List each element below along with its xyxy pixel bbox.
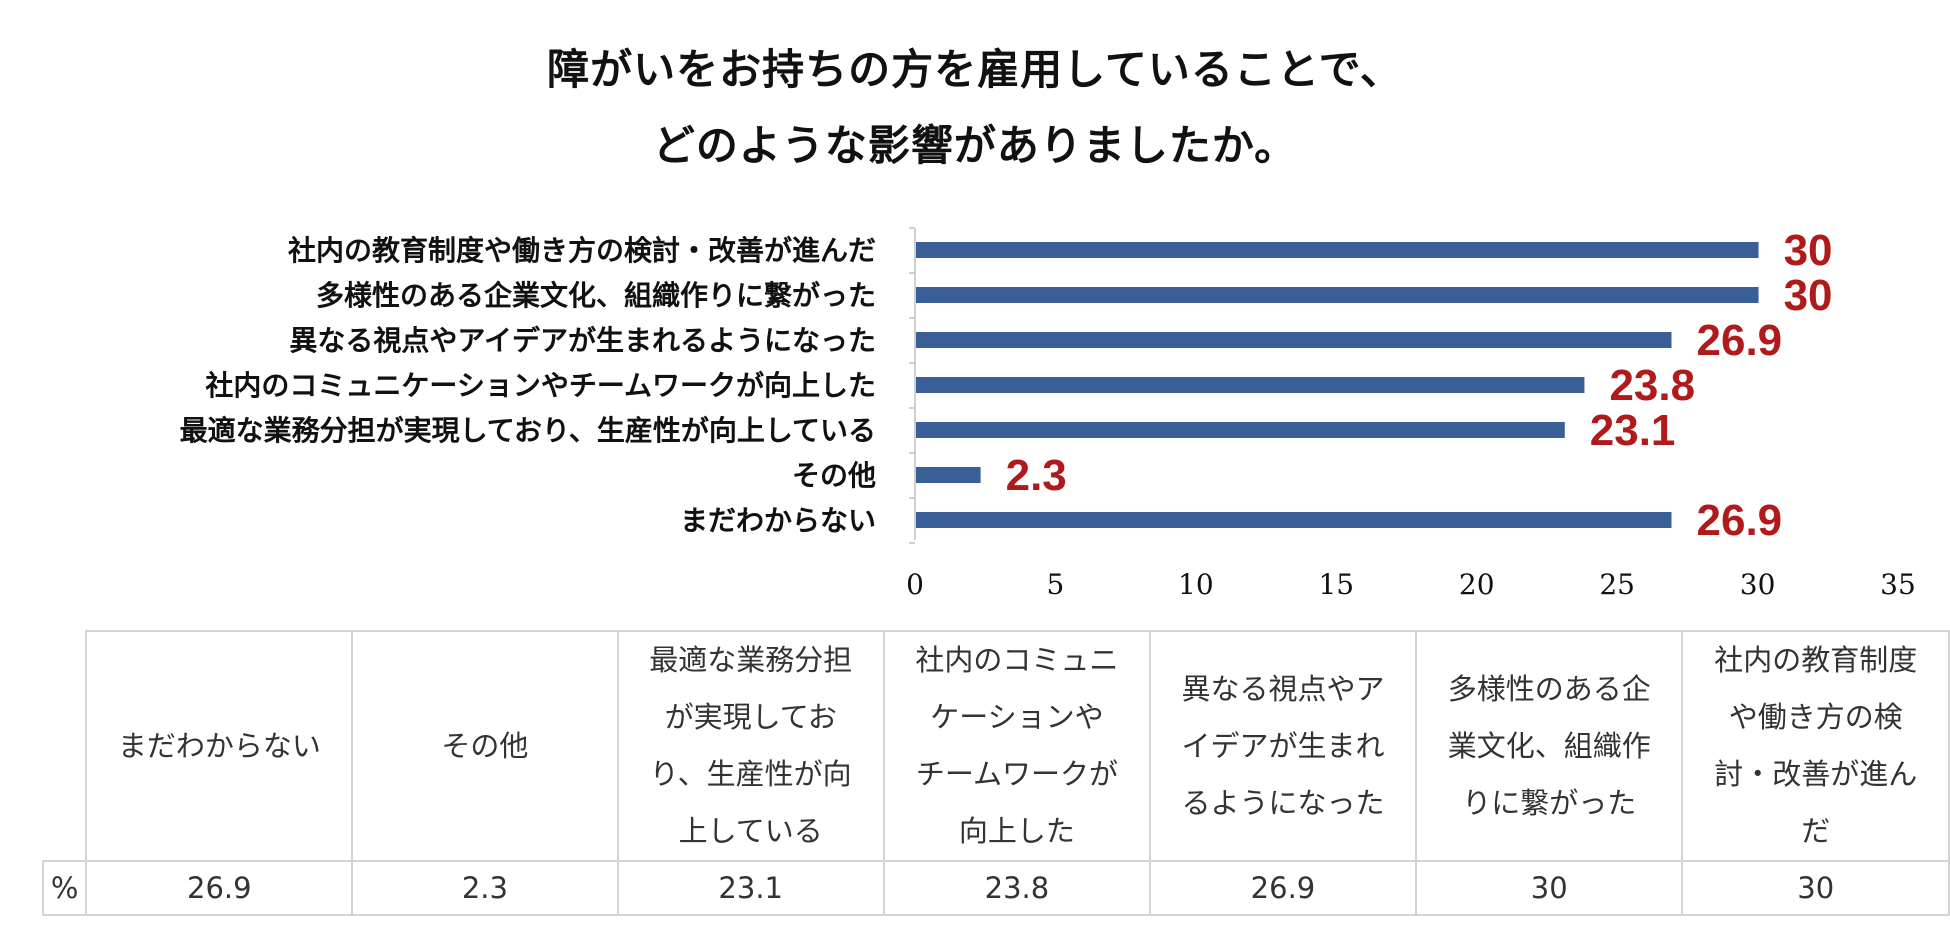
chart-title-line-1: 障がいをお持ちの方を雇用していることで、 (547, 45, 1403, 94)
x-tick-label: 5 (1047, 568, 1065, 601)
table-header-line: 業文化、組織作 (1447, 728, 1651, 763)
table-corner (43, 631, 88, 862)
table-header-line: その他 (441, 728, 529, 763)
category-label: その他 (792, 459, 876, 492)
table-value-cell: 30 (1681, 860, 1950, 916)
value-label: 26.9 (1697, 316, 1783, 365)
table-header-cell: まだわからない (85, 630, 354, 862)
x-tick-label: 20 (1459, 568, 1495, 601)
table-value-cell: 23.8 (882, 860, 1151, 916)
table-value-cell: 30 (1414, 860, 1684, 916)
bar (916, 467, 981, 483)
data-table: まだわからない その他 最適な業務分担 が実現してお り、生産性が向 上している 社内のコミ… (41, 630, 1950, 916)
table-header-line: ケーションや (930, 700, 1104, 734)
table-header-line: るようになった (1181, 785, 1385, 820)
x-tick-label: 35 (1880, 568, 1916, 601)
table-header-cell: 異なる視点やア イデアが生まれ るようになった (1148, 630, 1417, 862)
table-header-line: 多様性のある企 (1447, 671, 1651, 706)
bar (916, 242, 1759, 258)
category-label: 社内の教育制度や働き方の検討・改善が進んだ (288, 234, 876, 267)
table-header-line: イデアが生まれ (1181, 728, 1385, 763)
x-tick-label: 10 (1178, 568, 1214, 601)
bar (916, 332, 1672, 348)
table-header-line: 社内の教育制度 (1714, 643, 1918, 677)
bar (916, 512, 1672, 528)
table-value-cell: 23.1 (616, 860, 885, 916)
table-header-line: や働き方の検 (1728, 700, 1903, 734)
table-header-line: りに繋がった (1462, 785, 1637, 820)
table-header-row: まだわからない その他 最適な業務分担 が実現してお り、生産性が向 上している 社内のコミ… (43, 630, 1950, 862)
category-label: 異なる視点やアイデアが生まれるようになった (289, 324, 876, 357)
table-header-cell: 最適な業務分担 が実現してお り、生産性が向 上している (616, 630, 885, 862)
table-header-line: 討・改善が進ん (1714, 757, 1918, 791)
bar-chart: 社内の教育制度や働き方の検討・改善が進んだ 30 多様性のある企業文化、組織作りに繋… (180, 226, 1916, 601)
value-label: 30 (1784, 271, 1833, 320)
category-label: まだわからない (680, 504, 876, 537)
category-label: 多様性のある企業文化、組織作りに繋がった (316, 279, 876, 312)
chart-title-line-2: どのような影響がありましたか。 (652, 121, 1298, 170)
table-header-cell: 多様性のある企 業文化、組織作 りに繋がった (1414, 630, 1684, 862)
x-tick-label: 0 (906, 568, 924, 601)
table-header-cell: 社内の教育制度 や働き方の検 討・改善が進んだ (1681, 630, 1950, 862)
table-header-line: 上している (678, 814, 823, 848)
table-header-line: まだわからない (117, 728, 321, 763)
table-header-line: り、生産性が向 (649, 757, 852, 791)
value-label: 30 (1784, 226, 1833, 275)
table-header-line: が実現してお (664, 700, 837, 734)
table-header-cell: 社内のコミュニ ケーションや チームワークが 向上した (882, 630, 1151, 862)
table-header-line: だ (1801, 814, 1831, 848)
value-label: 23.1 (1590, 406, 1676, 455)
bar (916, 377, 1585, 393)
table-row-label: % (41, 861, 88, 916)
table-header-line: 社内のコミュニ (915, 643, 1119, 677)
value-label: 2.3 (1006, 451, 1067, 500)
value-label: 23.8 (1609, 361, 1695, 410)
table-value-cell: 26.9 (85, 860, 354, 916)
value-label: 26.9 (1697, 496, 1783, 545)
category-label: 社内のコミュニケーションやチームワークが向上した (205, 369, 876, 402)
x-tick-label: 25 (1599, 568, 1635, 601)
category-label: 最適な業務分担が実現しており、生産性が向上している (180, 414, 876, 447)
bar (916, 422, 1565, 438)
table-header-line: 向上した (958, 814, 1075, 848)
table-value-cell: 2.3 (351, 860, 619, 916)
table-value-row: % 26.9 2.3 23.1 23.8 26.9 30 30 (41, 860, 1950, 916)
bar (916, 287, 1759, 303)
x-tick-label: 15 (1318, 568, 1354, 601)
x-tick-label: 30 (1740, 568, 1776, 601)
table-header-cell: その他 (351, 630, 619, 862)
table-value-cell: 26.9 (1148, 860, 1417, 916)
table-header-line: 異なる視点やア (1181, 671, 1385, 706)
table-header-line: 最適な業務分担 (649, 643, 853, 677)
table-header-line: チームワークが (915, 757, 1118, 791)
